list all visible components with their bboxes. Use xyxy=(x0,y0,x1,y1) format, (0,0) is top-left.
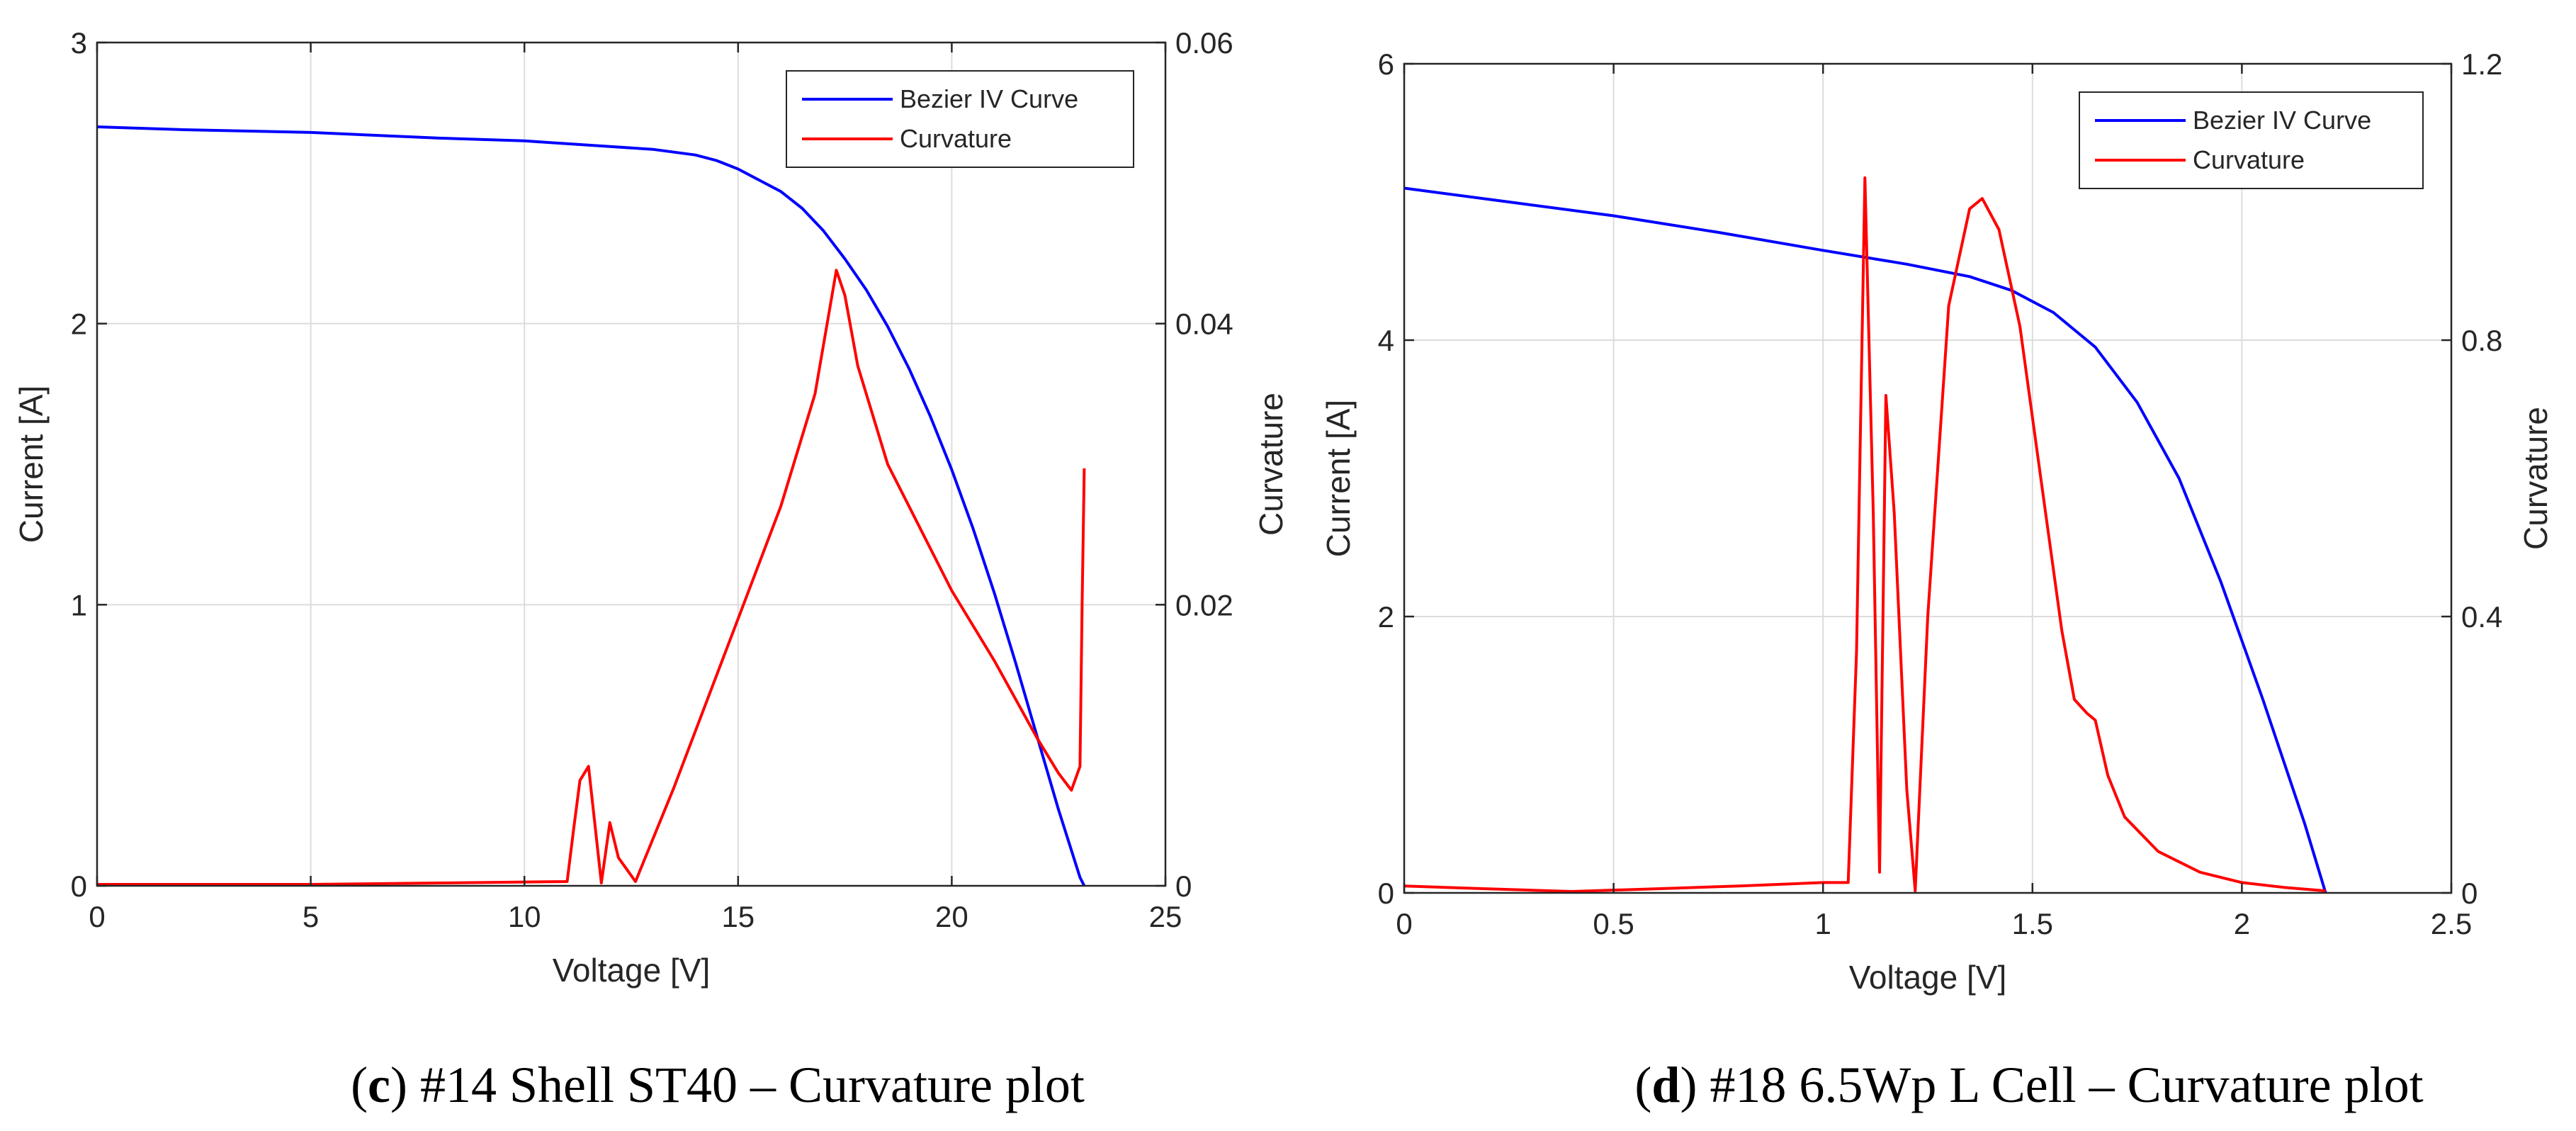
series-line-curvature xyxy=(97,269,1086,886)
x-tick-label: 25 xyxy=(1149,900,1182,933)
y-tick-label-left: 6 xyxy=(1378,47,1394,81)
y-tick-label-left: 4 xyxy=(1378,324,1394,357)
y-tick-label-right: 1.2 xyxy=(2461,47,2502,81)
caption-c-text: #14 Shell ST40 – Curvature plot xyxy=(407,1057,1085,1113)
legend-label-bezier: Bezier IV Curve xyxy=(900,84,1078,113)
plot-area xyxy=(1404,64,2451,893)
series-line-bezier-iv-curve xyxy=(96,125,1086,887)
series-lines xyxy=(96,125,1086,887)
axes-frame xyxy=(96,41,1167,887)
x-tick-label: 2 xyxy=(2234,907,2250,940)
y-tick-label-left: 0 xyxy=(71,870,87,903)
y-axis-label-left: Current [A] xyxy=(1320,400,1357,557)
y-axis-label-right: Curvature xyxy=(1253,393,1289,536)
y-tick-label-left: 1 xyxy=(71,588,87,621)
legend-box xyxy=(2079,91,2424,189)
y-tick-label-right: 0.06 xyxy=(1175,26,1233,60)
y-tick-label-left: 0 xyxy=(1378,877,1394,910)
x-axis-label: Voltage [V] xyxy=(1849,959,2007,996)
plot-area xyxy=(97,43,1165,886)
caption-d-letter: d xyxy=(1651,1057,1680,1113)
x-tick-label: 0.5 xyxy=(1593,907,1634,940)
y-tick-label-right: 0 xyxy=(1175,870,1192,903)
x-tick-label: 0 xyxy=(89,900,105,933)
x-tick-label: 15 xyxy=(721,900,755,933)
legend-label-curvature: Curvature xyxy=(2193,145,2305,174)
x-tick-label: 2.5 xyxy=(2431,907,2472,940)
y-tick-label-left: 3 xyxy=(71,26,87,60)
y-tick-label-right: 0.8 xyxy=(2461,324,2502,357)
y-tick-label-left: 2 xyxy=(1378,600,1394,634)
series-line-curvature xyxy=(1403,176,2326,893)
x-tick-label: 0 xyxy=(1396,907,1412,940)
y-axis-label-right: Curvature xyxy=(2517,407,2554,550)
y-tick-label-right: 0.02 xyxy=(1175,588,1233,621)
series-lines xyxy=(1403,176,2327,894)
legend: Bezier IV Curve Curvature xyxy=(2079,91,2424,189)
grid xyxy=(1404,64,2451,893)
y-axis-label-left: Current [A] xyxy=(13,386,50,543)
y-tick-label-right: 0 xyxy=(2461,877,2478,910)
y-tick-label-right: 0.04 xyxy=(1175,308,1233,341)
x-tick-label: 1 xyxy=(1815,907,1831,940)
legend: Bezier IV Curve Curvature xyxy=(786,70,1134,168)
y-tick-label-left: 2 xyxy=(71,308,87,341)
caption-c-letter: c xyxy=(368,1057,390,1113)
legend-box xyxy=(786,70,1134,168)
legend-label-curvature: Curvature xyxy=(900,124,1012,153)
x-tick-label: 20 xyxy=(935,900,968,933)
axes-frame xyxy=(1403,62,2453,894)
caption-c: (c) #14 Shell ST40 – Curvature plot xyxy=(351,1057,1085,1113)
x-tick-label: 5 xyxy=(303,900,319,933)
caption-d: (d) #18 6.5Wp L Cell – Curvature plot xyxy=(1634,1057,2423,1113)
x-tick-label: 1.5 xyxy=(2012,907,2053,940)
y-tick-label-right: 0.4 xyxy=(2461,600,2502,634)
legend-label-bezier: Bezier IV Curve xyxy=(2193,106,2371,135)
series-line-bezier-iv-curve xyxy=(1403,186,2327,894)
caption-d-text: #18 6.5Wp L Cell – Curvature plot xyxy=(1697,1057,2423,1113)
grid xyxy=(97,43,1165,886)
x-tick-label: 10 xyxy=(508,900,541,933)
x-axis-label: Voltage [V] xyxy=(553,952,711,989)
